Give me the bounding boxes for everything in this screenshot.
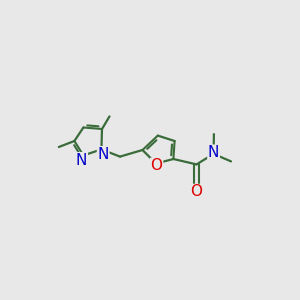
- Text: N: N: [208, 145, 219, 160]
- Text: N: N: [98, 147, 109, 162]
- Text: O: O: [190, 184, 202, 200]
- Text: O: O: [151, 158, 163, 173]
- Text: N: N: [76, 153, 87, 168]
